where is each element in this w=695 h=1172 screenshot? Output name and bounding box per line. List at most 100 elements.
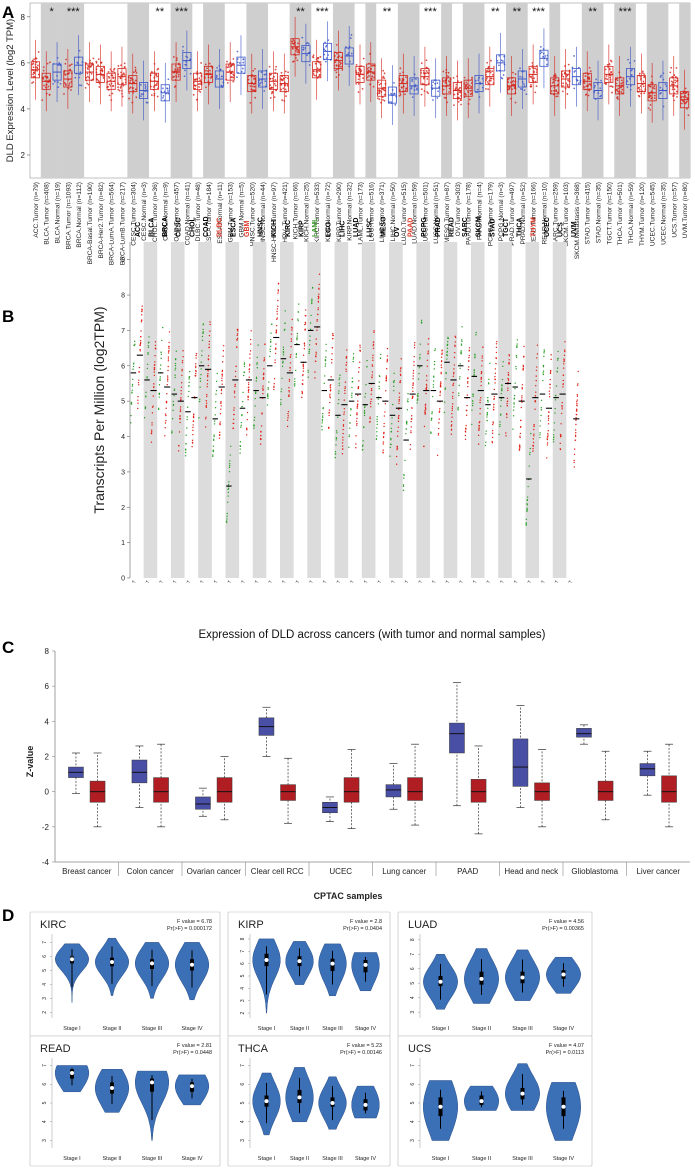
panel-b-sample-tick: T	[377, 579, 383, 584]
panel-b-tumor-dot	[191, 439, 194, 442]
panel-a-sample-dot	[285, 95, 287, 97]
panel-b-tumor-dot	[439, 408, 441, 410]
panel-b-tumor-dot	[288, 394, 290, 396]
panel-b-normal-dot	[417, 395, 419, 398]
panel-b-normal-dot	[405, 428, 407, 430]
panel-b-cancer-label: COAD	[203, 216, 210, 237]
panel-b-tumor-dot	[317, 298, 320, 300]
panel-b-tumor-dot	[439, 392, 441, 394]
panel-b-tumor-dot	[547, 432, 549, 435]
panel-b-normal-dot	[393, 372, 395, 375]
panel-d-p-value: Pr(>F) = 0.00146	[340, 1050, 382, 1056]
panel-a-sample-dot	[129, 77, 132, 80]
panel-a-sample-dot	[198, 83, 201, 85]
panel-b-sample-tick: T	[186, 579, 192, 584]
panel-b-normal-dot	[364, 396, 366, 398]
panel-b-normal-dot	[338, 384, 341, 387]
panel-a-sample-dot	[411, 78, 414, 81]
panel-a-sample-dot	[270, 92, 273, 95]
panel-b-tumor-dot	[532, 447, 534, 450]
panel-b-tumor-dot	[564, 341, 566, 343]
panel-b-tumor-dot	[506, 397, 509, 400]
panel-b-normal-dot	[212, 445, 215, 447]
panel-d-stage-label: Stage II	[103, 1156, 122, 1162]
panel-b-tumor-dot	[274, 359, 276, 361]
panel-b-tumor-dot	[395, 463, 398, 465]
panel-a-sample-dot	[393, 81, 395, 84]
panel-b-tumor-dot	[182, 350, 184, 352]
panel-a-sample-dot	[42, 77, 45, 80]
panel-b-normal-dot	[555, 385, 558, 387]
panel-b-tumor-dot	[396, 447, 399, 449]
panel-b-tumor-dot	[221, 379, 223, 382]
panel-a-sample-dot	[107, 85, 110, 88]
panel-b-normal-dot	[348, 435, 350, 438]
panel-b-normal-dot	[540, 407, 542, 409]
panel-b-tumor-dot	[436, 454, 439, 457]
panel-a-sample-dot	[410, 87, 413, 90]
panel-b-normal-dot	[513, 394, 516, 397]
panel-a-sample-dot	[566, 93, 569, 95]
panel-a-sample-dot	[671, 81, 674, 84]
panel-a-sample-dot	[382, 89, 385, 91]
panel-b-tumor-dot	[577, 370, 579, 373]
panel-b-tumor-dot	[220, 392, 223, 395]
panel-b-tumor-dot	[329, 386, 332, 389]
panel-b-ytick-label: 3	[121, 469, 125, 476]
panel-a-sample-dot	[144, 87, 147, 90]
panel-b-normal-dot	[512, 409, 515, 411]
panel-b-tumor-dot	[535, 391, 537, 393]
panel-b-tumor-dot	[492, 408, 495, 411]
panel-b-tumor-dot	[359, 346, 361, 348]
panel-a-sample-dot	[232, 80, 235, 83]
panel-a-sample-dot	[87, 64, 89, 67]
panel-b-normal-dot	[379, 357, 382, 360]
panel-b-tumor-dot	[533, 435, 535, 437]
panel-b-tumor-dot	[153, 364, 156, 366]
panel-b-normal-dot	[311, 299, 313, 302]
panel-b-tumor-dot	[314, 371, 316, 373]
panel-b-column-shade	[525, 242, 540, 578]
panel-b-tumor-dot	[533, 433, 535, 435]
panel-b-tumor-dot	[549, 378, 552, 381]
panel-a-sample-dot	[273, 82, 276, 85]
panel-b-ytick-label: 9	[121, 257, 125, 264]
panel-b-tumor-dot	[372, 357, 374, 359]
panel-b-cancer-label: CHOL	[189, 216, 196, 237]
panel-b-tumor-dot	[167, 369, 169, 372]
panel-b-column-shade	[307, 242, 321, 578]
panel-b-tumor-dot	[209, 321, 211, 323]
panel-a-xlabel: OV.Tumor (n=303)	[455, 182, 462, 236]
panel-b-normal-dot	[500, 392, 503, 395]
panel-b-normal-dot	[321, 429, 323, 431]
panel-b-tumor-dot	[221, 369, 224, 372]
panel-b-tumor-dot	[559, 442, 561, 445]
panel-d-stage-label: Stage IV	[553, 1156, 574, 1162]
panel-b-normal-dot	[172, 400, 174, 403]
panel-b-normal-dot	[187, 395, 189, 398]
panel-a-sample-dot	[609, 80, 612, 83]
panel-b-normal-dot	[348, 446, 350, 449]
panel-d-ytick-label: 4	[240, 1120, 246, 1123]
panel-b-tumor-dot	[192, 433, 194, 436]
panel-b-normal-dot	[130, 414, 132, 417]
panel-b-tumor-dot	[248, 386, 250, 388]
panel-c-category-label: Clear cell RCC	[251, 867, 304, 876]
panel-a-sample-dot	[111, 70, 114, 73]
panel-b-tumor-dot	[220, 405, 222, 407]
panel-a-sample-dot	[291, 42, 294, 45]
panel-a-sample-dot	[108, 94, 111, 97]
panel-b-tumor-dot	[440, 372, 442, 375]
panel-b-tumor-dot	[534, 408, 536, 410]
panel-a-sample-dot	[264, 80, 267, 82]
panel-b-normal-dot	[212, 450, 215, 453]
panel-a-sample-dot	[589, 70, 592, 73]
panel-a-sample-dot	[492, 66, 495, 68]
panel-b-normal-dot	[307, 371, 309, 373]
panel-a-xlabel: BRCA.Tumor (n=1093)	[65, 182, 72, 249]
panel-b-normal-dot	[391, 417, 393, 419]
panel-a-ytick-label: 4	[21, 105, 26, 114]
panel-d-stage-label: Stage IV	[355, 1026, 376, 1032]
panel-a-xlabel: STAD.Tumor (n=415)	[585, 182, 592, 244]
panel-a-sample-dot	[150, 94, 153, 96]
